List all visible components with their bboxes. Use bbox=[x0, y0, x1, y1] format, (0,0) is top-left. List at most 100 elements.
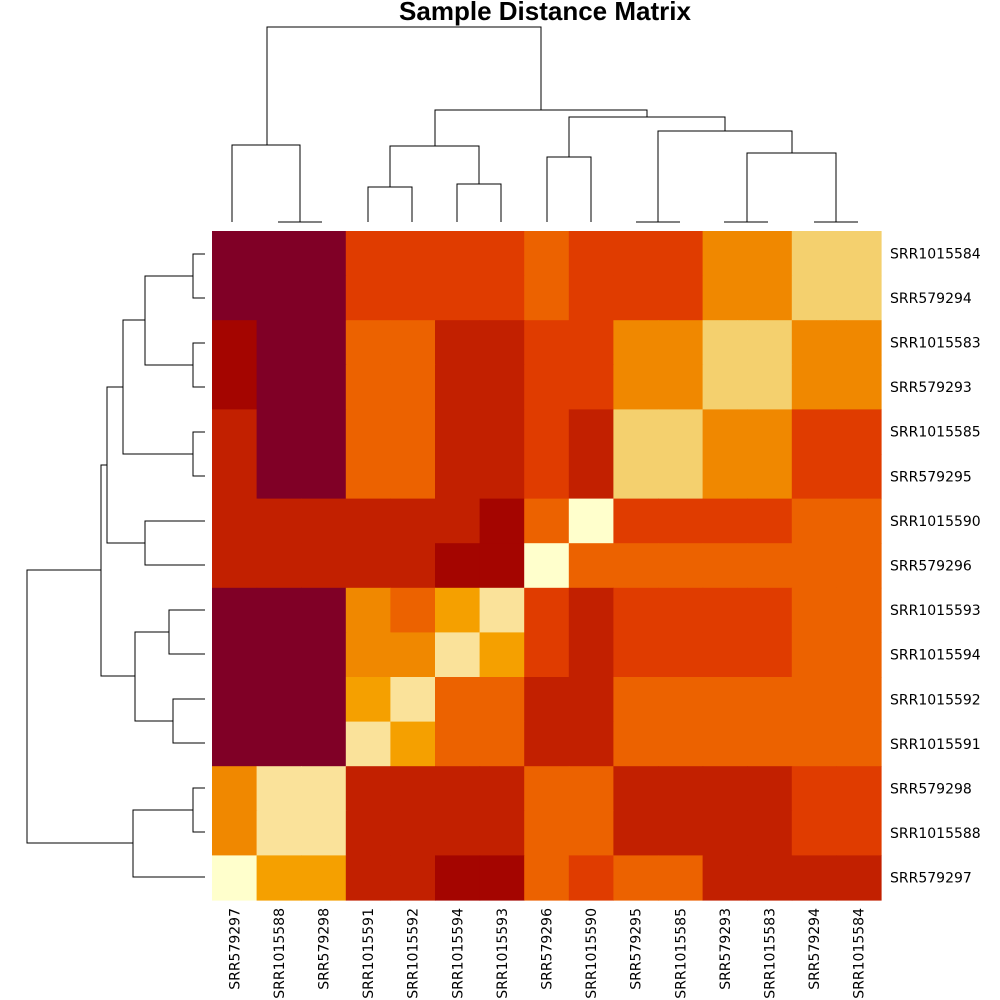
heatmap-cell bbox=[435, 498, 481, 544]
heatmap-cell bbox=[568, 231, 614, 277]
heatmap-cell bbox=[836, 275, 882, 321]
heatmap-cell bbox=[791, 364, 837, 410]
heatmap-cell bbox=[702, 587, 748, 633]
column-labels: SRR579297 SRR1015588 SRR579298 SRR1015591 SR… bbox=[227, 908, 867, 999]
heatmap-cell bbox=[702, 766, 748, 812]
heatmap-cell bbox=[613, 721, 659, 767]
heatmap-cell bbox=[435, 364, 481, 410]
heatmap-cell bbox=[524, 364, 570, 410]
heatmap-cell bbox=[345, 364, 391, 410]
heatmap-cell bbox=[791, 454, 837, 500]
heatmap-cell bbox=[435, 320, 481, 366]
heatmap-cell bbox=[613, 275, 659, 321]
heatmap-cell bbox=[435, 454, 481, 500]
heatmap-cell bbox=[301, 364, 347, 410]
heatmap-cell bbox=[524, 677, 570, 723]
heatmap-cell bbox=[301, 721, 347, 767]
heatmap-cell bbox=[568, 275, 614, 321]
heatmap-cell bbox=[747, 409, 793, 455]
row-label: SRR1015585 bbox=[890, 425, 981, 441]
heatmap-cell bbox=[390, 320, 436, 366]
heatmap-cell bbox=[658, 454, 704, 500]
heatmap-cell bbox=[435, 810, 481, 856]
heatmap-cell bbox=[256, 498, 302, 544]
heatmap-cell bbox=[301, 587, 347, 633]
heatmap-cell bbox=[390, 364, 436, 410]
column-label: SRR1015585 bbox=[673, 908, 689, 999]
heatmap-cell bbox=[568, 454, 614, 500]
heatmap-cell bbox=[390, 766, 436, 812]
column-label: SRR1015594 bbox=[450, 908, 466, 999]
heatmap-cell bbox=[390, 677, 436, 723]
heatmap-cell bbox=[702, 231, 748, 277]
heatmap-cell bbox=[568, 721, 614, 767]
column-label: SRR579295 bbox=[629, 908, 645, 990]
heatmap-cell bbox=[747, 454, 793, 500]
heatmap-cell bbox=[256, 275, 302, 321]
heatmap-cell bbox=[747, 810, 793, 856]
heatmap-cell bbox=[524, 632, 570, 678]
heatmap-cell bbox=[345, 543, 391, 589]
heatmap-cell bbox=[791, 231, 837, 277]
heatmap-cell bbox=[747, 498, 793, 544]
heatmap-cell bbox=[702, 677, 748, 723]
heatmap-cell bbox=[256, 810, 302, 856]
heatmap-cell bbox=[301, 454, 347, 500]
heatmap-cell bbox=[613, 587, 659, 633]
heatmap-cell bbox=[256, 677, 302, 723]
heatmap-cell bbox=[658, 677, 704, 723]
heatmap-cell bbox=[836, 855, 882, 901]
heatmap-cell bbox=[390, 721, 436, 767]
heatmap-cell bbox=[524, 810, 570, 856]
heatmap-cell bbox=[479, 498, 525, 544]
heatmap-cell bbox=[212, 498, 258, 544]
heatmap-cell bbox=[613, 855, 659, 901]
heatmap-cell bbox=[479, 677, 525, 723]
heatmap-cell bbox=[390, 275, 436, 321]
heatmap-cell bbox=[212, 454, 258, 500]
heatmap-cell bbox=[747, 275, 793, 321]
heatmap-cell bbox=[524, 587, 570, 633]
heatmap-cell bbox=[658, 543, 704, 589]
heatmap-cell bbox=[345, 454, 391, 500]
heatmap-cell bbox=[702, 632, 748, 678]
heatmap-cell bbox=[836, 364, 882, 410]
heatmap-cell bbox=[479, 766, 525, 812]
heatmap-cell bbox=[613, 364, 659, 410]
column-label: SRR579293 bbox=[718, 908, 734, 990]
heatmap-cell bbox=[256, 855, 302, 901]
row-labels: SRR1015584 SRR579294 SRR1015583 SRR579293 SR… bbox=[890, 246, 981, 886]
heatmap-cell bbox=[702, 454, 748, 500]
heatmap-cell bbox=[658, 632, 704, 678]
heatmap-cell bbox=[836, 632, 882, 678]
heatmap-cell bbox=[747, 543, 793, 589]
heatmap-cell bbox=[301, 231, 347, 277]
row-label: SRR1015590 bbox=[890, 514, 981, 530]
heatmap-cell bbox=[568, 364, 614, 410]
row-label: SRR1015583 bbox=[890, 336, 981, 352]
heatmap-cell bbox=[345, 632, 391, 678]
heatmap-cell bbox=[702, 721, 748, 767]
heatmap-cell bbox=[435, 587, 481, 633]
heatmap-cell bbox=[702, 409, 748, 455]
column-label: SRR579297 bbox=[227, 908, 243, 990]
heatmap-cell bbox=[435, 409, 481, 455]
heatmap-cell bbox=[301, 766, 347, 812]
heatmap-cell bbox=[256, 320, 302, 366]
heatmap-cell bbox=[212, 721, 258, 767]
heatmap-cell bbox=[256, 721, 302, 767]
heatmap-cell bbox=[791, 632, 837, 678]
heatmap-cell bbox=[479, 721, 525, 767]
heatmap-cell bbox=[479, 810, 525, 856]
heatmap-cell bbox=[568, 320, 614, 366]
heatmap-cell bbox=[791, 498, 837, 544]
heatmap-cell bbox=[256, 632, 302, 678]
heatmap-cell bbox=[479, 409, 525, 455]
row-label: SRR1015592 bbox=[890, 692, 981, 708]
heatmap-cell bbox=[613, 543, 659, 589]
row-label: SRR579296 bbox=[890, 559, 972, 575]
column-dendrogram bbox=[231, 26, 858, 223]
heatmap-cell bbox=[390, 454, 436, 500]
heatmap-cell bbox=[747, 677, 793, 723]
heatmap-cell bbox=[702, 855, 748, 901]
